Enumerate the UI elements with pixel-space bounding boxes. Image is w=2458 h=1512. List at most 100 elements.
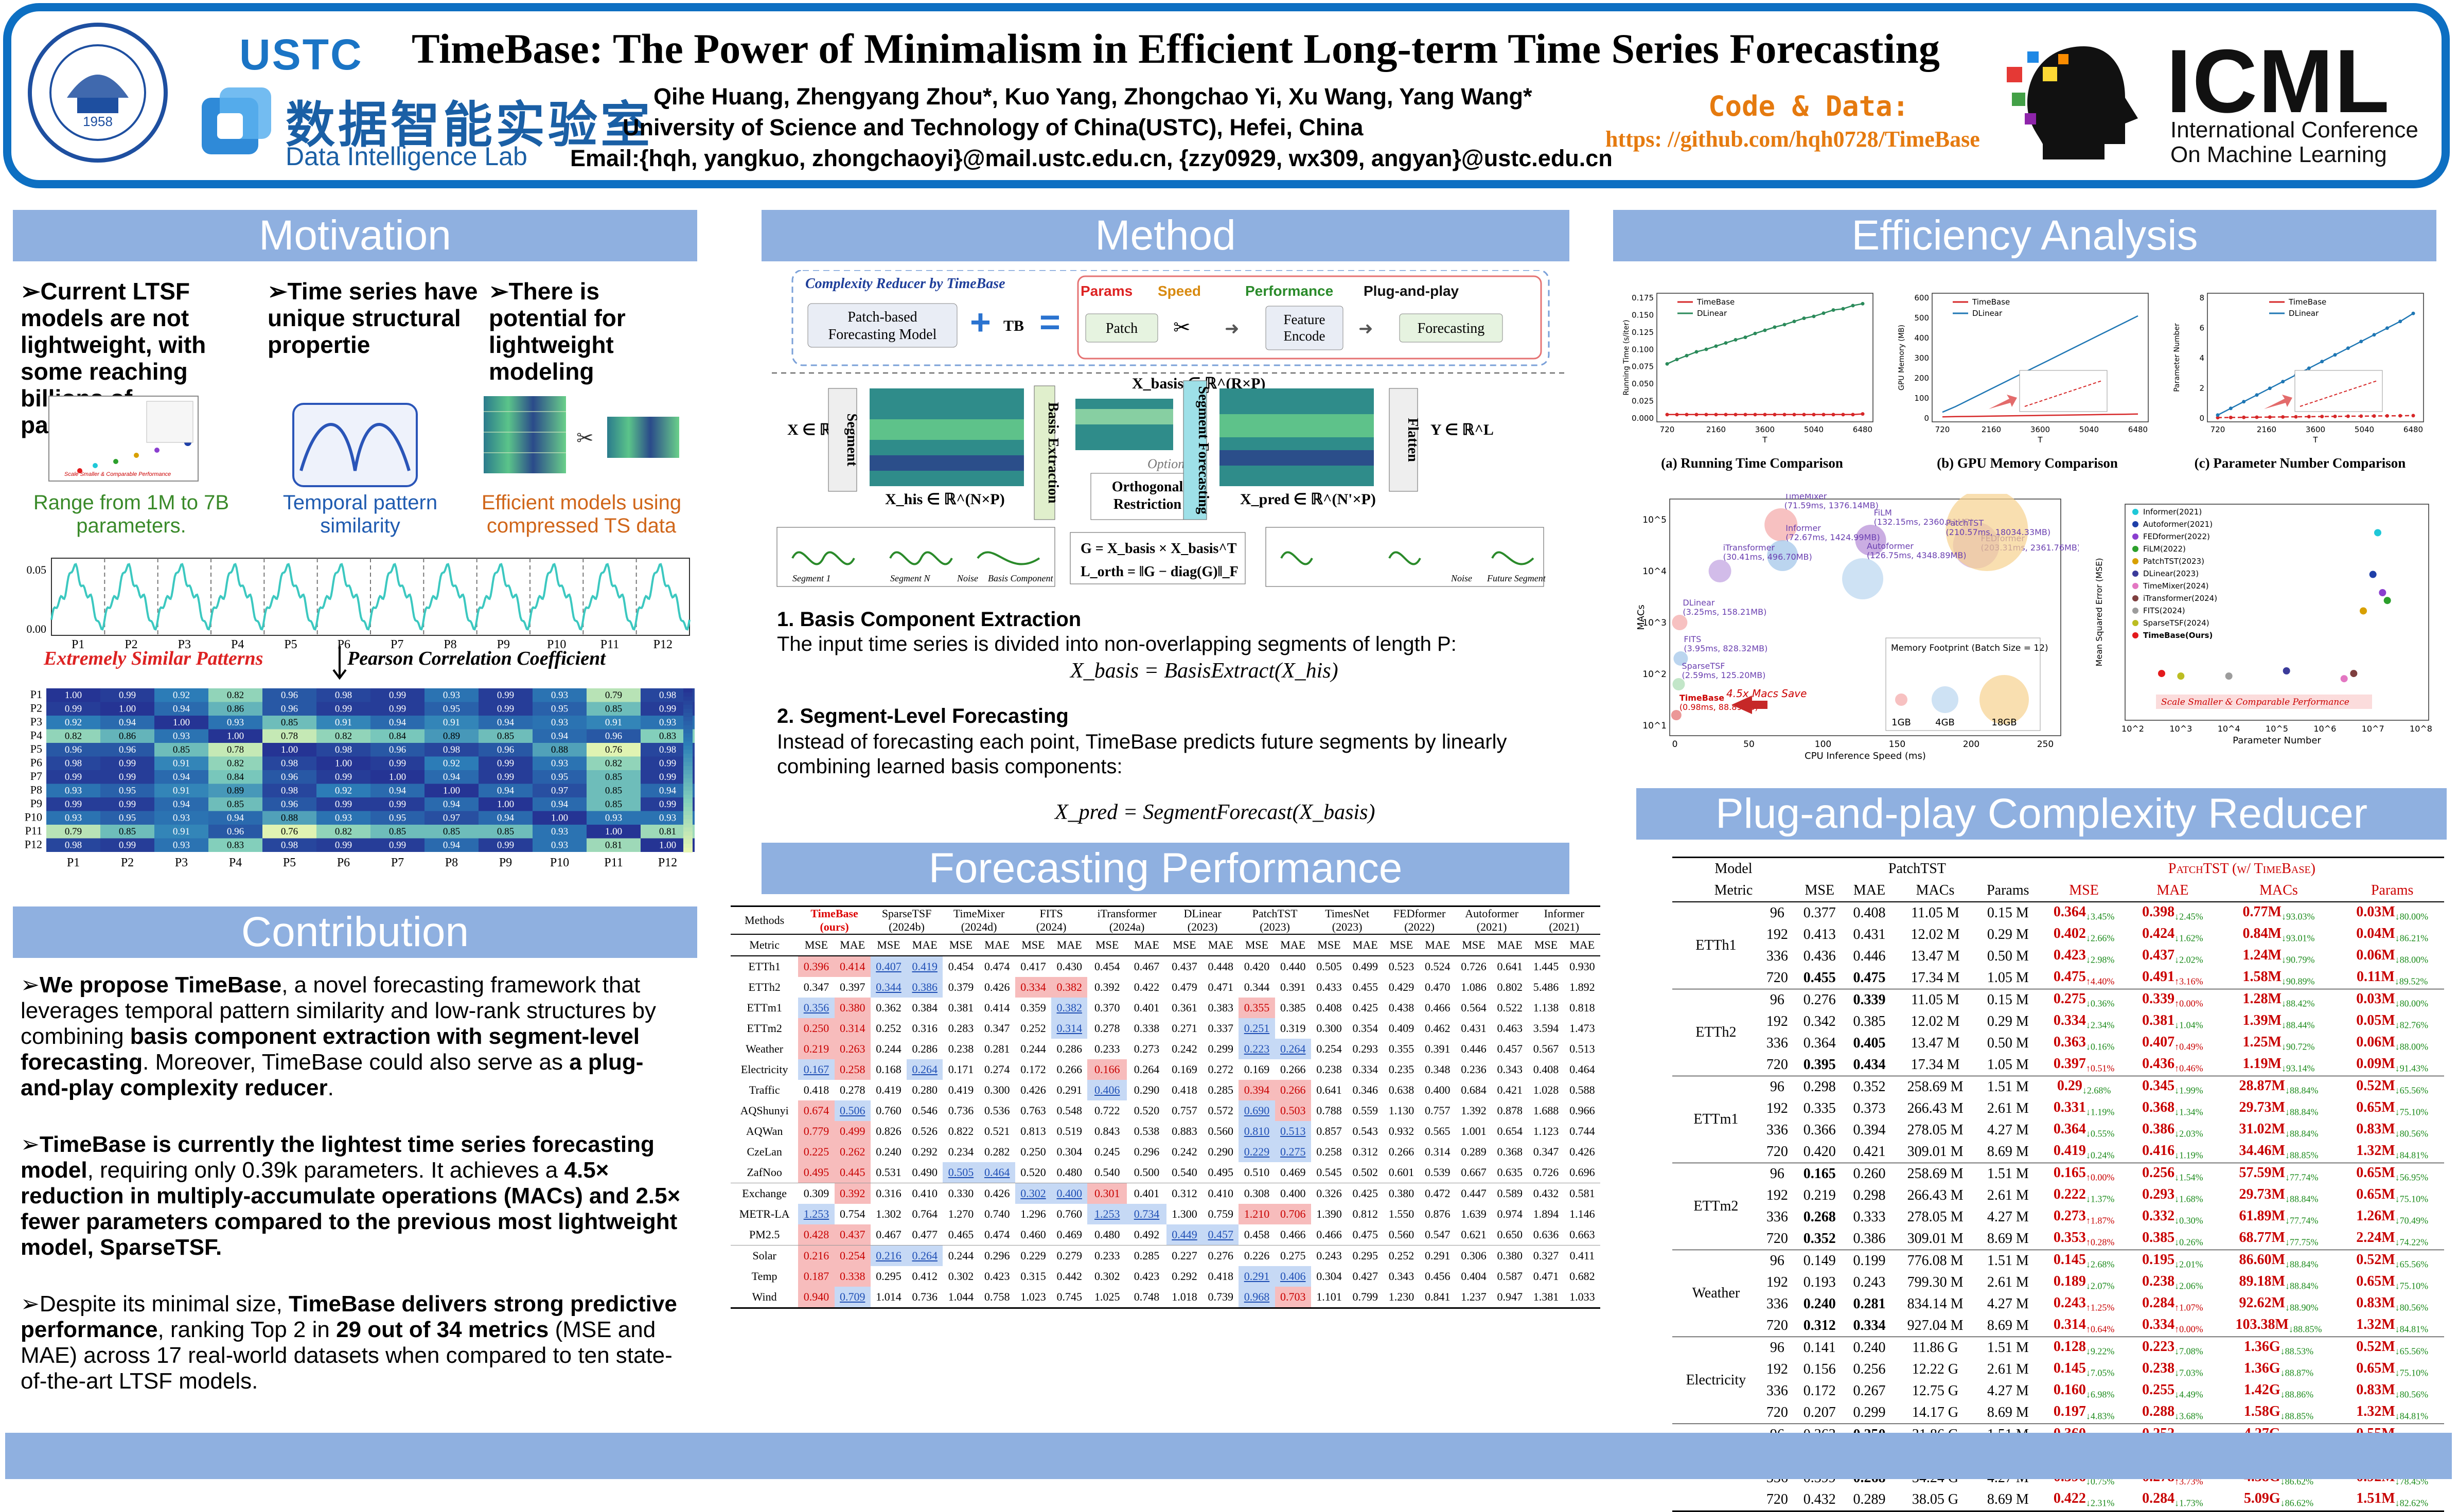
metric-cell: 1.894 xyxy=(1533,1207,1559,1220)
pnp-cell: 38.05 G xyxy=(1912,1491,1959,1507)
heatmap-value: 1.00 xyxy=(551,813,568,824)
pnp-cell: 1.25M↓90.72% xyxy=(2242,1034,2315,1052)
heatmap-row-label: P2 xyxy=(30,702,42,715)
metric-cell: 0.302 xyxy=(1094,1270,1120,1283)
legend-label: DLinear xyxy=(2289,309,2319,318)
pnp-cell: 0.189↓2.07% xyxy=(2053,1273,2115,1291)
zoom-arrow xyxy=(1989,395,2017,409)
metric-cell: 0.344 xyxy=(870,977,907,998)
metric-cell: 0.252 xyxy=(876,1022,901,1035)
dataset-name: ETTm1 xyxy=(747,1001,782,1014)
heatmap-value: 0.88 xyxy=(551,744,568,755)
line-point xyxy=(2229,415,2233,419)
metric-cell: 0.471 xyxy=(1533,1270,1559,1283)
heatmap-value: 1.00 xyxy=(335,758,352,769)
performance-label: Performance xyxy=(1245,283,1333,299)
speed-label: Speed xyxy=(1158,283,1201,299)
metric-cell: 1.001 xyxy=(1461,1125,1487,1137)
scatter-point xyxy=(2379,589,2386,596)
model-header: PatchTST (2023) xyxy=(1252,907,1298,933)
yaxis-label: GPU Memory (MB) xyxy=(1898,325,1906,390)
heatmap-cell xyxy=(370,743,425,757)
code-url-link[interactable]: https: //github.com/hqh0728/TimeBase xyxy=(1605,127,1980,152)
bubble-ytick: 10^5 xyxy=(1642,515,1667,525)
heatmap-value: 0.94 xyxy=(659,786,677,796)
metric-cell: 0.499 xyxy=(834,1121,871,1142)
scatter-label-box xyxy=(2156,695,2372,709)
xtick-label: 2160 xyxy=(1982,425,2001,434)
pnp-cell: 0.29↓2.68% xyxy=(2057,1078,2111,1096)
xtick-label: 5040 xyxy=(1804,425,1824,434)
scatter-point xyxy=(2369,571,2377,578)
seg-label-n: Segment N xyxy=(890,573,930,583)
metric-cell: 0.706 xyxy=(1275,1204,1311,1224)
pnp-cell: 0.334↑0.00% xyxy=(2142,1317,2203,1335)
heatmap-value: 0.85 xyxy=(605,772,622,782)
metric-cell: 0.447 xyxy=(1461,1187,1487,1200)
metric-cell: 0.425 xyxy=(1352,1001,1378,1014)
pnp-cell: 0.363↓0.16% xyxy=(2053,1034,2115,1052)
plugplay-table-wrap: Model PatchTST PatchTST (w/ TimeBase) Metri… xyxy=(1672,857,2444,1512)
metric-cell: 1.253 xyxy=(1087,1204,1127,1224)
l-equation: L_orth = ‖G − diag(G)‖_F xyxy=(1081,564,1239,580)
mse-header: MSE xyxy=(949,938,973,951)
ustc-seal-logo: 1958 xyxy=(28,23,168,163)
step1-title: 1. Basis Component Extraction xyxy=(777,608,1082,631)
model-header: TimesNet (2023) xyxy=(1325,907,1370,933)
heatmap-cell xyxy=(262,797,316,811)
colorbar-segment xyxy=(683,774,693,779)
bubble-sublabel: (126.75ms, 4348.89MB) xyxy=(1867,550,1967,560)
colorbar-segment xyxy=(683,708,693,714)
metric-cell: 0.275 xyxy=(1280,1249,1306,1262)
metric-cell: 0.216 xyxy=(798,1245,835,1266)
patch-label-4: P4 xyxy=(231,638,244,651)
metric-cell: 0.312 xyxy=(1352,1145,1378,1158)
arrow-right-icon-2: ➜ xyxy=(1358,319,1373,339)
heatmap-cell xyxy=(479,797,533,811)
pnp-cell: 17.34 M xyxy=(1911,1057,1960,1073)
metric-cell: 0.346 xyxy=(1352,1083,1378,1096)
metric-cell: 0.524 xyxy=(1425,960,1451,973)
metric-cell: 1.639 xyxy=(1461,1207,1487,1220)
heatmap-cell xyxy=(587,716,641,730)
legend-label: DLinear xyxy=(1972,309,2003,318)
heatmap-value: 0.99 xyxy=(659,758,676,769)
pnp-cell: 0.281 xyxy=(1853,1296,1886,1312)
metric-cell: 0.252 xyxy=(1020,1022,1046,1035)
metric-cell: 0.264 xyxy=(907,1059,943,1080)
horizon-cell: 192 xyxy=(1766,927,1788,942)
scatter-legend-label: PatchTST(2023) xyxy=(2143,557,2204,566)
metric-cell: 0.760 xyxy=(876,1104,901,1117)
heatmap-value: 0.99 xyxy=(65,799,82,810)
pnp-dataset-name: ETTh2 xyxy=(1695,1024,1737,1040)
metric-cell: 1.138 xyxy=(1533,1001,1559,1014)
heatmap-cell xyxy=(370,797,425,811)
mini-point-a xyxy=(93,463,98,468)
heatmap-value: 0.99 xyxy=(659,799,676,810)
heatmap-value: 0.95 xyxy=(119,786,136,796)
pnp-cell: 1.58M↓90.89% xyxy=(2242,969,2315,987)
metric-cell: 0.759 xyxy=(1208,1207,1234,1220)
pnp-cell: 1.24M↓90.79% xyxy=(2242,947,2315,965)
metric-cell: 0.684 xyxy=(1461,1083,1487,1096)
heatmap-cell xyxy=(587,825,641,839)
pnp-cell: 31.02M↓88.84% xyxy=(2239,1121,2319,1139)
heatmap-value: 0.99 xyxy=(335,840,352,851)
y-out-label: Y ∈ ℝ^L xyxy=(1430,421,1494,438)
pnp-cell: 0.77M↓93.03% xyxy=(2242,904,2315,922)
ytick-label: 6 xyxy=(2199,324,2204,333)
colorbar-segment xyxy=(683,741,693,746)
heatmap-value: 0.94 xyxy=(551,731,569,742)
metric-cell: 0.810 xyxy=(1239,1121,1275,1142)
pnp-cell: 5.09G↓86.62% xyxy=(2243,1490,2314,1508)
heatmap-cell xyxy=(533,702,587,716)
bubble-xtick: 150 xyxy=(1889,739,1905,750)
pnp-cell: 0.06M↓88.00% xyxy=(2356,947,2429,965)
line-point xyxy=(2255,415,2259,419)
segment-forecasting-label: Segment Forecasting xyxy=(1195,386,1211,514)
memory-legend-label: 1GB xyxy=(1891,717,1911,728)
metric-cell: 0.876 xyxy=(1425,1207,1451,1220)
heatmap-cell xyxy=(46,797,100,811)
metric-cell: 0.380 xyxy=(1388,1187,1414,1200)
bubble-label: SparseTSF xyxy=(1682,661,1725,671)
